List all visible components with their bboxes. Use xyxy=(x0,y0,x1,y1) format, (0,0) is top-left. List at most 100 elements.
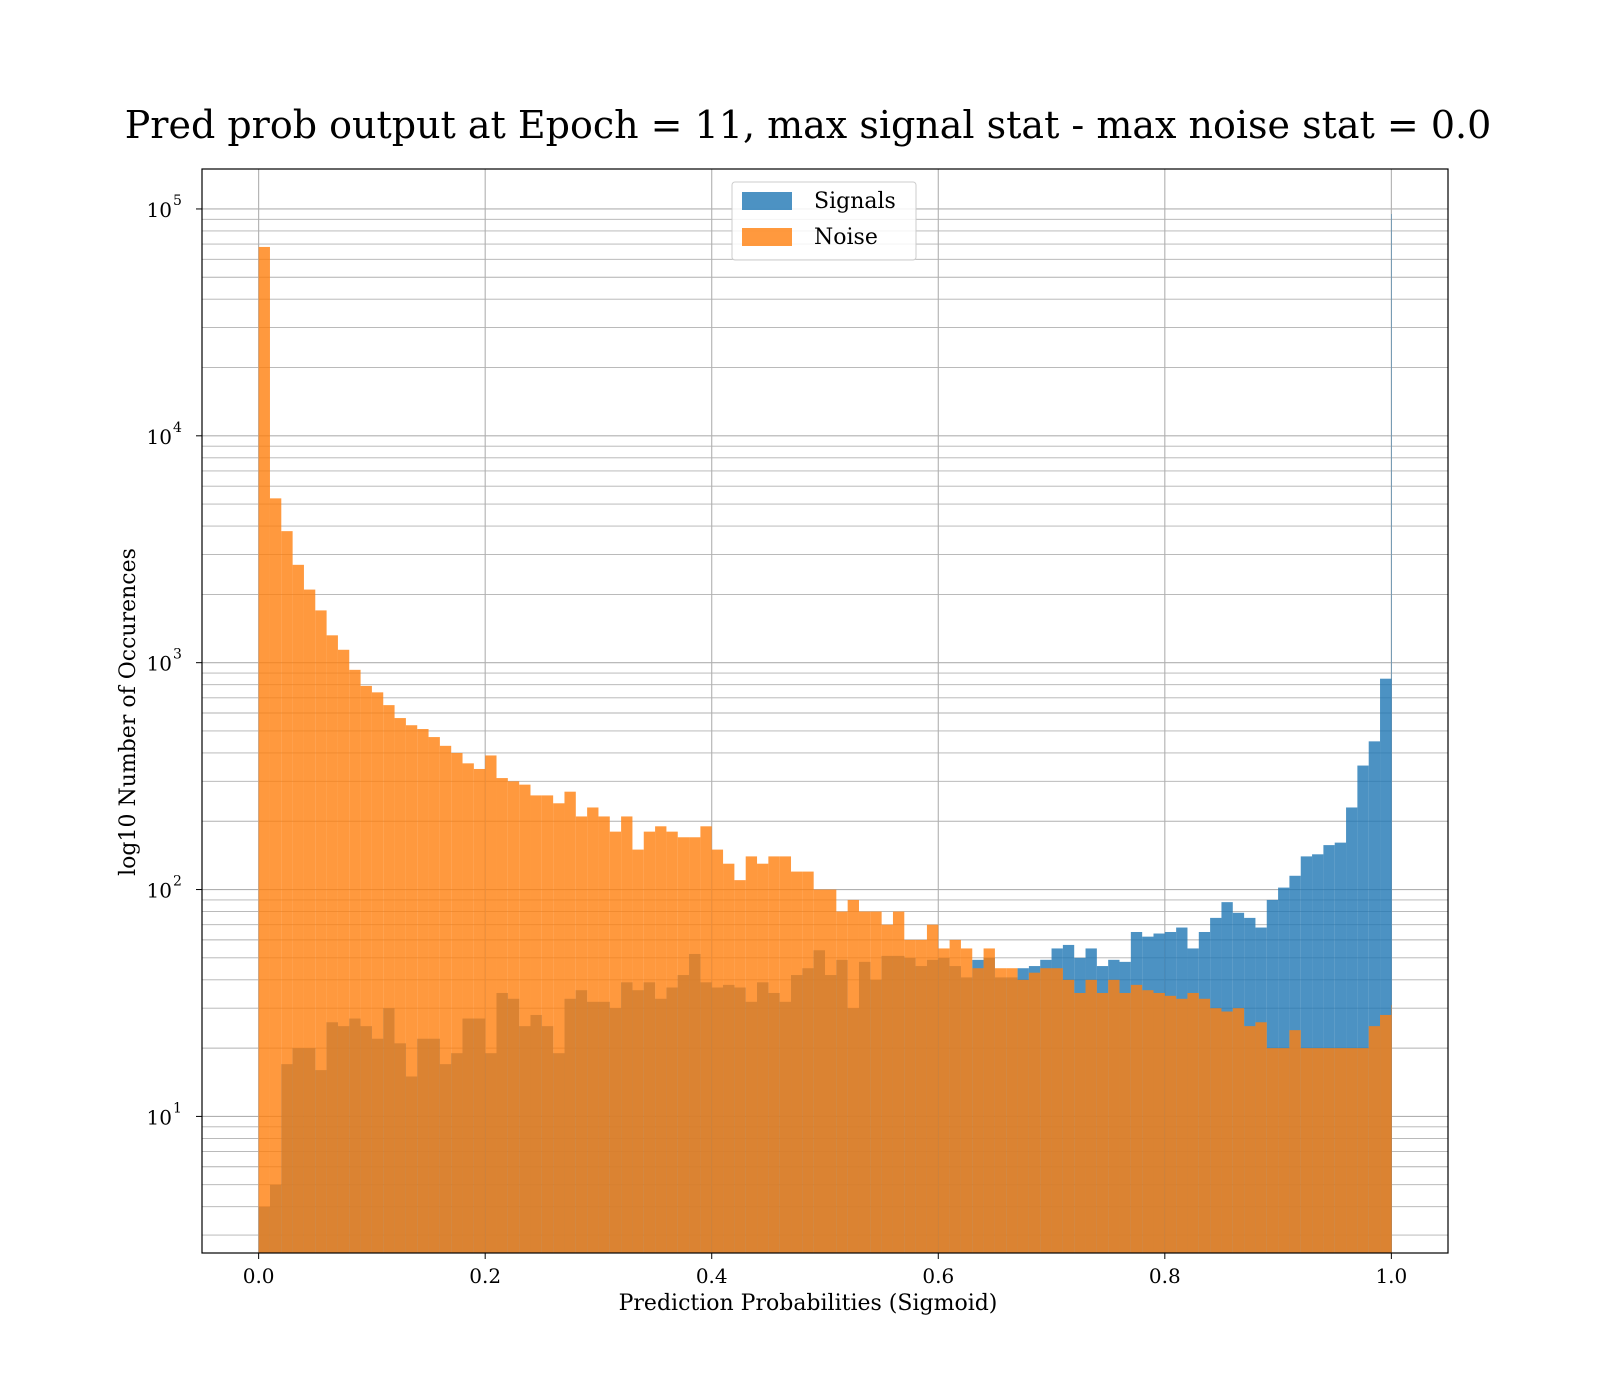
noise-bar xyxy=(1221,1011,1233,1253)
x-tick-label: 0.2 xyxy=(469,1264,501,1288)
legend-label-noise: Noise xyxy=(814,225,878,250)
noise-bar xyxy=(1323,1048,1335,1253)
noise-bar xyxy=(383,705,395,1253)
noise-bar xyxy=(1289,1030,1301,1253)
noise-bar xyxy=(813,889,825,1253)
noise-bar xyxy=(360,685,372,1253)
y-tick-label: 10 xyxy=(147,879,172,903)
noise-bar xyxy=(1391,1004,1392,1253)
noise-bar xyxy=(655,826,667,1253)
noise-bar xyxy=(439,745,452,1253)
noise-bar xyxy=(485,755,497,1253)
noise-bar xyxy=(575,816,588,1253)
noise-bar xyxy=(530,795,542,1253)
noise-bar xyxy=(847,899,859,1253)
noise-bar xyxy=(1334,1048,1347,1253)
noise-bar xyxy=(858,911,871,1253)
y-tick-exponent: 5 xyxy=(173,193,182,209)
noise-bar xyxy=(892,911,905,1253)
noise-bar xyxy=(1006,968,1018,1253)
noise-bar xyxy=(994,968,1007,1253)
noise-bar xyxy=(1040,968,1052,1253)
noise-bar xyxy=(451,752,463,1253)
noise-bar xyxy=(587,807,599,1253)
noise-bar xyxy=(1357,1048,1369,1253)
noise-bar xyxy=(972,968,984,1253)
noise-bar xyxy=(836,911,848,1253)
noise-bar xyxy=(904,939,916,1253)
x-tick-label: 0.8 xyxy=(1149,1264,1181,1288)
noise-bar xyxy=(1017,979,1029,1253)
noise-bar xyxy=(1266,1048,1279,1253)
noise-bar xyxy=(507,781,520,1253)
noise-bar xyxy=(541,795,554,1253)
noise-bars xyxy=(258,246,1392,1253)
noise-bar xyxy=(791,871,803,1253)
noise-bar xyxy=(473,768,486,1253)
legend-swatch-signals xyxy=(742,192,792,210)
noise-bar xyxy=(1380,1014,1392,1253)
legend: Signals Noise xyxy=(731,181,917,261)
noise-bar xyxy=(689,837,701,1253)
y-axis-label: log10 Number of Occurences xyxy=(116,548,141,876)
noise-bar xyxy=(938,948,950,1253)
noise-bar xyxy=(1062,979,1075,1253)
y-tick-label: 10 xyxy=(147,198,172,222)
signals-bar xyxy=(1380,678,1392,1253)
noise-bar xyxy=(757,863,769,1253)
noise-bar xyxy=(1176,998,1188,1253)
noise-bar xyxy=(734,880,746,1253)
noise-bar xyxy=(1198,998,1211,1253)
y-tick-label: 10 xyxy=(147,652,172,676)
noise-bar xyxy=(983,948,995,1253)
noise-bar xyxy=(553,803,565,1253)
x-axis-ticks: 0.0 0.2 0.4 0.6 0.8 1.0 xyxy=(243,1253,1407,1288)
y-tick-exponent: 4 xyxy=(173,420,182,436)
noise-bar xyxy=(768,856,780,1253)
noise-bar xyxy=(1119,992,1131,1253)
noise-bar xyxy=(870,911,882,1253)
noise-bar xyxy=(1300,1048,1313,1253)
chart-title: Pred prob output at Epoch = 11, max sign… xyxy=(125,103,1492,147)
noise-bar xyxy=(394,718,406,1253)
noise-bar xyxy=(1153,992,1165,1253)
noise-bar xyxy=(779,856,792,1253)
noise-bar xyxy=(1312,1048,1324,1253)
noise-bar xyxy=(417,729,429,1253)
noise-bar xyxy=(1108,979,1120,1253)
signals-bar xyxy=(1357,765,1369,1253)
noise-bar xyxy=(258,246,270,1253)
signals-bar xyxy=(1346,807,1358,1253)
noise-bar xyxy=(1130,984,1143,1253)
noise-bar xyxy=(428,737,440,1253)
noise-bar xyxy=(281,531,293,1253)
noise-bar xyxy=(337,649,350,1253)
legend-label-signals: Signals xyxy=(814,189,896,214)
noise-bar xyxy=(609,831,622,1253)
y-tick-exponent: 1 xyxy=(173,1100,182,1116)
noise-bar xyxy=(1164,995,1177,1253)
noise-bar xyxy=(519,784,531,1253)
signals-bar xyxy=(1368,741,1381,1253)
noise-bar xyxy=(802,871,814,1253)
noise-bar xyxy=(711,849,724,1253)
noise-bar xyxy=(677,837,690,1253)
y-tick-label: 10 xyxy=(147,1105,172,1129)
noise-bar xyxy=(1232,1008,1245,1253)
noise-bar xyxy=(915,939,927,1253)
y-tick-exponent: 2 xyxy=(173,874,182,890)
noise-bar xyxy=(666,831,678,1253)
noise-bar xyxy=(1346,1048,1358,1253)
noise-bar xyxy=(926,924,939,1253)
noise-bar xyxy=(700,826,712,1253)
noise-bar xyxy=(1028,972,1041,1253)
noise-bar xyxy=(326,635,338,1253)
noise-bar xyxy=(723,863,735,1253)
noise-bar xyxy=(405,725,418,1253)
noise-bar xyxy=(643,831,656,1253)
x-tick-label: 1.0 xyxy=(1375,1264,1407,1288)
noise-bar xyxy=(303,589,316,1253)
noise-bar xyxy=(1085,979,1097,1253)
